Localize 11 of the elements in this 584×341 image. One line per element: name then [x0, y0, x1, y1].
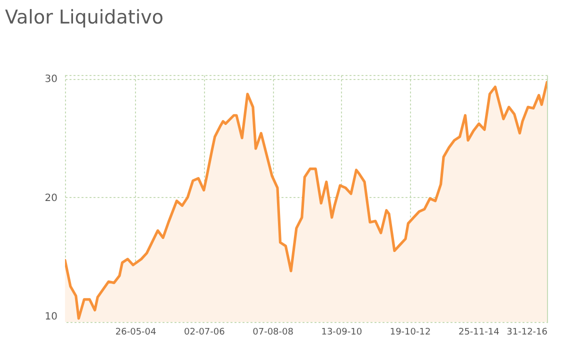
y-tick-label: 10 — [44, 312, 58, 323]
chart-title: Valor Liquidativo — [5, 6, 164, 29]
x-tick-label: 26-05-04 — [115, 328, 157, 338]
x-tick-label: 13-09-10 — [321, 328, 362, 338]
x-tick-label: 25-11-14 — [458, 328, 500, 338]
x-tick-label: 19-10-12 — [390, 328, 431, 338]
y-tick-label: 20 — [44, 192, 58, 204]
x-tick-label: 31-12-16 — [506, 328, 548, 338]
y-tick-label: 30 — [44, 74, 58, 86]
x-tick-label: 02-07-06 — [184, 328, 226, 338]
x-tick-label: 07-08-08 — [252, 328, 294, 338]
